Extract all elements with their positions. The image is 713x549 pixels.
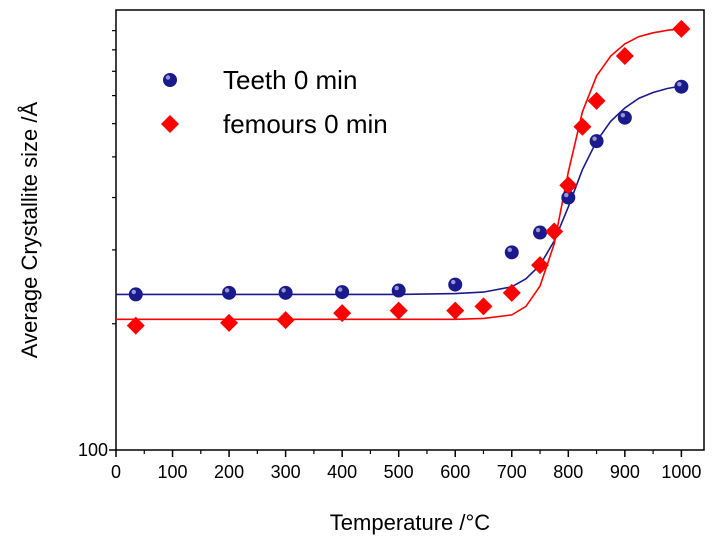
y-axis-ticks: 100 [78,30,116,460]
x-tick-label: 400 [327,462,357,482]
plot-frame [115,9,705,451]
data-point-circle [335,285,350,300]
y-tick-label: 100 [78,440,108,460]
marker-highlight [224,288,230,293]
data-point-diamond [276,311,295,330]
marker-highlight [337,287,343,292]
x-tick-label: 300 [271,462,301,482]
data-point-diamond [615,47,634,66]
x-tick-label: 500 [384,462,414,482]
legend-label: femours 0 min [223,109,388,139]
y-axis-label: Average Crystallite size /Å [17,101,42,358]
x-tick-label: 800 [553,462,583,482]
legend-marker [161,115,179,133]
marker-highlight [592,136,597,141]
marker-highlight [677,82,682,87]
legend-marker [163,73,177,87]
x-tick-label: 600 [440,462,470,482]
x-tick-label: 900 [610,462,640,482]
data-point-diamond [126,316,145,335]
data-point-diamond [502,283,521,302]
data-point-diamond [531,256,550,275]
data-point-diamond [545,222,564,241]
x-tick-label: 200 [214,462,244,482]
data-point-circle [617,110,632,125]
x-axis-label: Temperature /°C [330,510,491,535]
marker-highlight [564,192,569,198]
legend-label: Teeth 0 min [223,65,357,95]
data-point-diamond [573,117,592,136]
marker-highlight [394,285,399,291]
x-tick-label: 700 [497,462,527,482]
x-tick-label: 0 [111,462,121,482]
data-point-circle [278,285,293,300]
data-point-circle [504,245,519,260]
data-point-circle [674,79,689,94]
marker-highlight [507,247,512,253]
marker-highlight [535,227,541,233]
data-point-diamond [446,301,465,320]
fit-line [116,85,682,296]
x-tick-label: 100 [158,462,188,482]
data-point-diamond [220,313,239,332]
fit-curves [116,28,682,321]
data-point-diamond [559,176,578,195]
data-point-diamond [333,304,352,323]
data-point-diamond [587,91,606,110]
data-point-circle [533,225,548,240]
marker-highlight [620,113,626,118]
marker-highlight [281,288,286,293]
data-markers [126,19,691,335]
data-point-circle [128,287,143,302]
data-point-diamond [672,19,691,38]
legend: Teeth 0 min femours 0 min [161,65,388,139]
fit-line [116,28,682,321]
marker-highlight [131,289,136,295]
marker-highlight [451,279,456,285]
x-tick-label: 1000 [661,462,701,482]
data-point-diamond [389,301,408,320]
marker-highlight [165,75,171,80]
data-point-circle [222,285,237,300]
data-point-circle [448,277,463,292]
x-axis-ticks: 0 100 200 300 400 500 600 700 800 900 1000 [111,450,701,482]
data-point-diamond [474,297,493,316]
data-point-circle [391,283,406,298]
data-point-circle [589,134,604,149]
